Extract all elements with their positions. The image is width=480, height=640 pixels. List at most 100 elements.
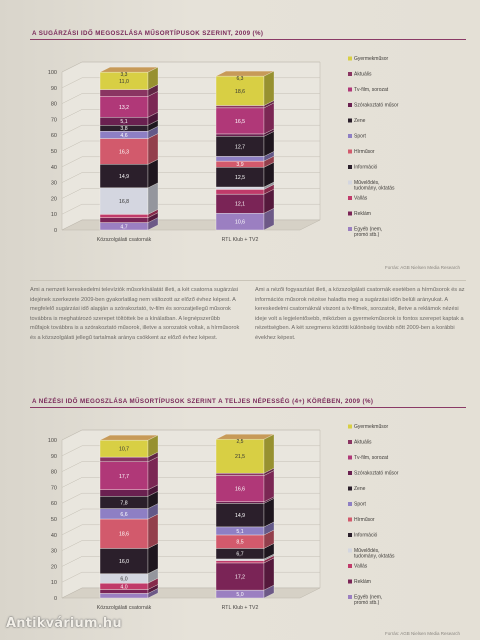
data-label: 16,3 [119, 149, 129, 155]
chart-2-svg: 0 10 20 30 40 50 60 70 80 90 100 4,0 6,0 16,0 18,6 6,6 7… [48, 424, 399, 611]
data-label: 5,1 [236, 529, 243, 535]
grid-line-diag [61, 524, 83, 536]
bar-segment-side [263, 433, 275, 474]
bar-segment [215, 189, 265, 195]
legend-swatch [348, 56, 352, 61]
grid-line-diag [61, 445, 83, 457]
legend-swatch [348, 134, 352, 138]
bar-top [215, 70, 275, 77]
legend-label: Hírműsor [354, 149, 375, 155]
bar-segment [215, 156, 265, 162]
bar-segment [99, 593, 149, 599]
chart-2-title: A NÉZÉSI IDŐ MEGOSZLÁSA MŰSORTÍPUSOK SZE… [30, 398, 466, 408]
legend-label-cont: promó stb.) [354, 232, 380, 238]
legend-label: Aktuális [354, 440, 372, 446]
grid-line-diag [61, 61, 83, 73]
bar-segment [215, 107, 265, 135]
legend-label: Tv-film, sorozat [354, 87, 389, 93]
data-label: 16,0 [119, 559, 129, 565]
y-tick-label: 40 [51, 533, 57, 539]
data-label: 6,6 [120, 512, 127, 518]
legend-label: Hírműsor [354, 517, 375, 523]
y-tick-label: 90 [51, 454, 57, 460]
x-category-label: Közszolgálati csatornák [97, 605, 152, 611]
grid-line-diag [61, 508, 83, 520]
grid-line-diag [61, 461, 83, 472]
legend-label: Információ [354, 533, 378, 539]
legend-swatch [348, 103, 352, 107]
legend-label: Sport [354, 502, 367, 508]
body-text: Ami a nemzeti kereskedelmi televíziók mű… [30, 286, 466, 378]
legend-swatch [348, 424, 352, 429]
y-tick-label: 100 [48, 438, 57, 444]
legend-swatch [348, 211, 352, 216]
grid-line-diag [61, 540, 83, 551]
chart-2-source: Forrás: AGB Nielsen Media Research [384, 631, 460, 636]
data-label: 14,9 [235, 513, 245, 519]
grid-line-diag [61, 93, 83, 104]
legend-label: Vallás [354, 564, 368, 570]
y-tick-label: 90 [51, 86, 57, 92]
legend-swatch [348, 517, 352, 522]
legend-label: Zene [354, 486, 366, 492]
y-tick-label: 60 [51, 133, 57, 139]
y-tick-label: 70 [51, 117, 57, 123]
grid-line-diag [61, 109, 83, 120]
legend-swatch [348, 471, 352, 475]
data-label: 3,8 [120, 126, 127, 132]
data-label: 10,7 [119, 447, 129, 453]
bar-segment [215, 75, 265, 106]
bar-top [215, 434, 275, 440]
y-tick-label: 50 [51, 149, 57, 155]
data-label: 18,6 [119, 532, 129, 538]
bar-segment [215, 133, 265, 137]
legend-swatch [348, 440, 352, 444]
data-label: 4,7 [120, 224, 127, 230]
legend-label-cont: tudomány, oktatás [354, 186, 395, 192]
body-text-col-1: Ami a nemzeti kereskedelmi televíziók mű… [30, 287, 240, 341]
x-category-label: RTL Klub + TV2 [222, 605, 259, 611]
bar-segment-side [263, 470, 275, 503]
data-label: 17,2 [235, 575, 245, 581]
x-category-label: RTL Klub + TV2 [222, 237, 259, 243]
grid-line-diag [61, 124, 83, 136]
y-tick-label: 60 [51, 501, 57, 507]
chart-1-source: Forrás: AGB Nielsen Media Research [384, 265, 460, 270]
data-label: 21,5 [235, 454, 245, 460]
bar-segment-side [263, 557, 275, 591]
chart-1-block: A SUGÁRZÁSI IDŐ MEGOSZLÁSA MŰSORTÍPUSOK … [30, 30, 466, 40]
data-label: 5,1 [120, 119, 127, 125]
legend-label: Reklám [354, 211, 371, 217]
data-label: 18,6 [235, 89, 245, 95]
legend-label: Egyéb (nem, [354, 595, 382, 601]
bar-segment-side [263, 70, 275, 106]
legend-label: Vallás [354, 196, 368, 202]
legend-swatch [348, 533, 352, 537]
y-tick-label: 80 [51, 102, 57, 108]
divider-top [30, 280, 466, 281]
bar-top [99, 435, 159, 441]
grid-line-diag [61, 140, 83, 152]
data-label: 16,5 [235, 119, 245, 125]
bar-segment [215, 562, 265, 591]
bar-segment [99, 217, 149, 223]
data-label: 16,8 [119, 199, 129, 205]
data-label: 12,7 [235, 144, 245, 150]
bar-segment [99, 489, 149, 497]
data-label: 13,2 [119, 105, 129, 111]
legend-label: Gyermekműsor [354, 56, 389, 62]
bar-segment [99, 456, 149, 463]
data-label: 16,6 [235, 487, 245, 493]
legend-label: Zene [354, 118, 366, 124]
chart-1-title: A SUGÁRZÁSI IDŐ MEGOSZLÁSA MŰSORTÍPUSOK … [30, 30, 466, 40]
data-label: 10,6 [235, 220, 245, 226]
legend-label: Egyéb (nem, [354, 227, 382, 233]
data-label: 12,5 [235, 175, 245, 181]
data-label: 14,9 [119, 174, 129, 180]
chart-1-svg: 0 10 20 30 40 50 60 70 80 90 100 4,7 16,8 14,9 16,3 4,6… [48, 56, 399, 243]
top-data-label: 3,3 [121, 72, 128, 78]
legend-label: Művelődés, [354, 548, 380, 554]
legend-swatch [348, 87, 352, 92]
data-label: 3,9 [236, 162, 243, 168]
grid-line-diag [61, 172, 83, 183]
